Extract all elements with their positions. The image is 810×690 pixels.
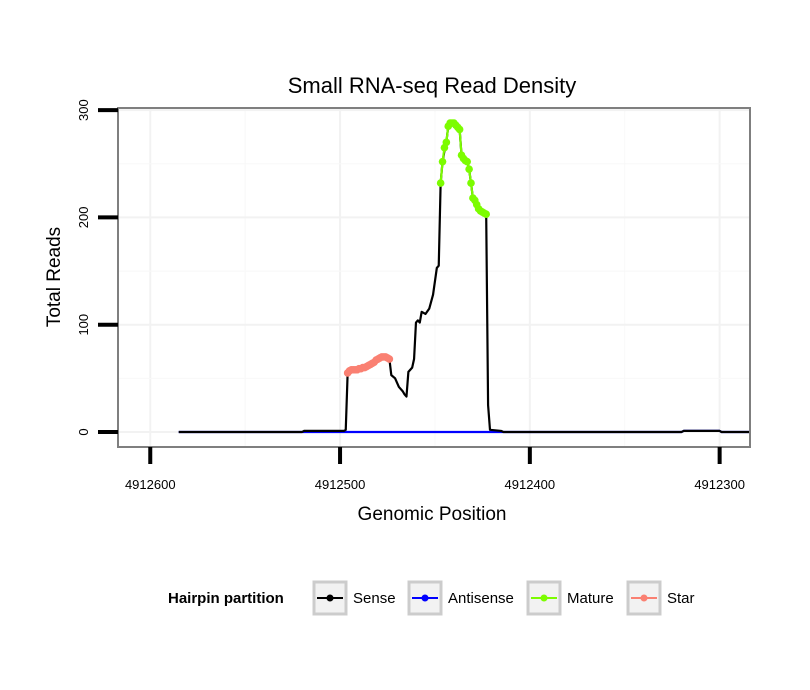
data-point-mature	[442, 138, 451, 147]
axes: 4912600 4912500 4912400 4912300 0 100 200 300	[76, 99, 745, 492]
data-point-mature	[465, 165, 473, 173]
legend: Hairpin partition Sense Antisense Mature…	[168, 580, 695, 616]
data-point-mature	[455, 125, 464, 134]
legend-entry-sense: Sense	[312, 580, 396, 616]
legend-point-mature	[540, 594, 548, 602]
legend-point-sense	[326, 594, 334, 602]
series-layer	[178, 119, 750, 434]
legend-label-mature: Mature	[567, 590, 614, 607]
legend-label-antisense: Antisense	[448, 590, 514, 607]
x-tick-label: 4912500	[315, 477, 366, 492]
x-tick-label: 4912400	[505, 477, 556, 492]
legend-label-sense: Sense	[353, 590, 396, 607]
legend-label-star: Star	[667, 590, 695, 607]
x-axis-title: Genomic Position	[358, 504, 507, 525]
data-point-mature	[467, 179, 475, 187]
y-tick-label: 100	[76, 314, 91, 336]
plot-panel	[118, 108, 750, 447]
data-point-mature	[436, 179, 445, 187]
legend-title: Hairpin partition	[168, 590, 284, 607]
y-tick-label: 0	[76, 428, 91, 435]
y-axis-title: Total Reads	[44, 227, 65, 327]
gridlines	[118, 108, 750, 447]
chart-title: Small RNA-seq Read Density	[288, 73, 577, 98]
legend-point-star	[640, 594, 648, 602]
y-tick-label: 200	[76, 207, 91, 229]
data-point-mature	[463, 157, 472, 166]
x-tick-label: 4912600	[125, 477, 176, 492]
y-tick-label: 300	[76, 99, 91, 121]
plot-border	[117, 107, 751, 448]
legend-point-antisense	[421, 594, 429, 602]
data-point-star	[385, 355, 394, 363]
legend-entry-mature: Mature	[526, 580, 614, 616]
x-tick-label: 4912300	[694, 477, 745, 492]
legend-entry-star: Star	[626, 580, 695, 616]
legend-entry-antisense: Antisense	[407, 580, 514, 616]
data-point-mature	[438, 157, 447, 166]
data-point-mature	[482, 210, 490, 219]
